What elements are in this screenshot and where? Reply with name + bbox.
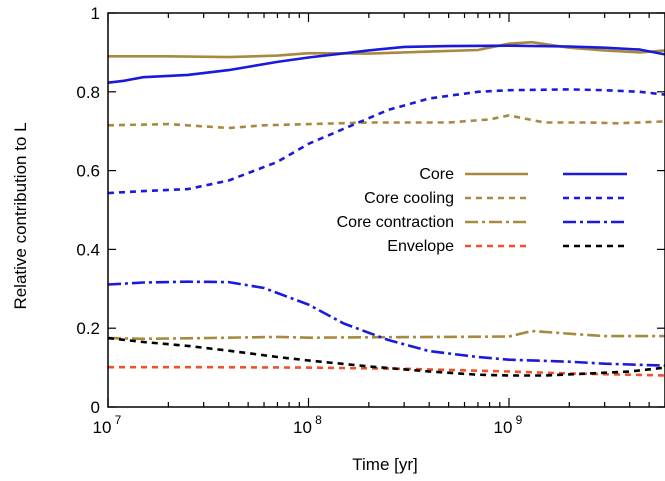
series-line-5 [108,331,665,339]
y-tick-label: 0.4 [76,240,100,259]
y-tick-label: 0 [91,398,100,417]
x-tick-exponent: 7 [115,413,122,427]
legend-label: Core contraction [337,214,454,231]
legend-label: Core cooling [364,190,454,207]
series-line-3 [108,115,665,128]
y-tick-label: 0.6 [76,162,100,181]
series-line-8 [108,338,665,375]
y-tick-label: 0.8 [76,83,100,102]
plot-frame [108,13,665,407]
series-layer [108,42,665,375]
y-tick-label: 1 [91,4,100,23]
series-line-2 [108,46,665,83]
x-tick-label: 10 [494,418,513,437]
y-axis-label: Relative contribution to L [11,122,30,309]
legend: Core Core cooling Core contraction Envelope [337,166,627,255]
x-tick-label: 10 [293,418,312,437]
x-tick-label: 10 [93,418,112,437]
x-axis-label: Time [yr] [352,455,417,474]
legend-label: Envelope [387,238,454,255]
x-tick-exponent: 8 [315,413,322,427]
series-line-4 [108,89,665,193]
x-tick-exponent: 9 [516,413,523,427]
series-line-6 [108,282,665,366]
y-tick-label: 0.2 [76,319,100,338]
legend-label: Core [419,166,454,183]
